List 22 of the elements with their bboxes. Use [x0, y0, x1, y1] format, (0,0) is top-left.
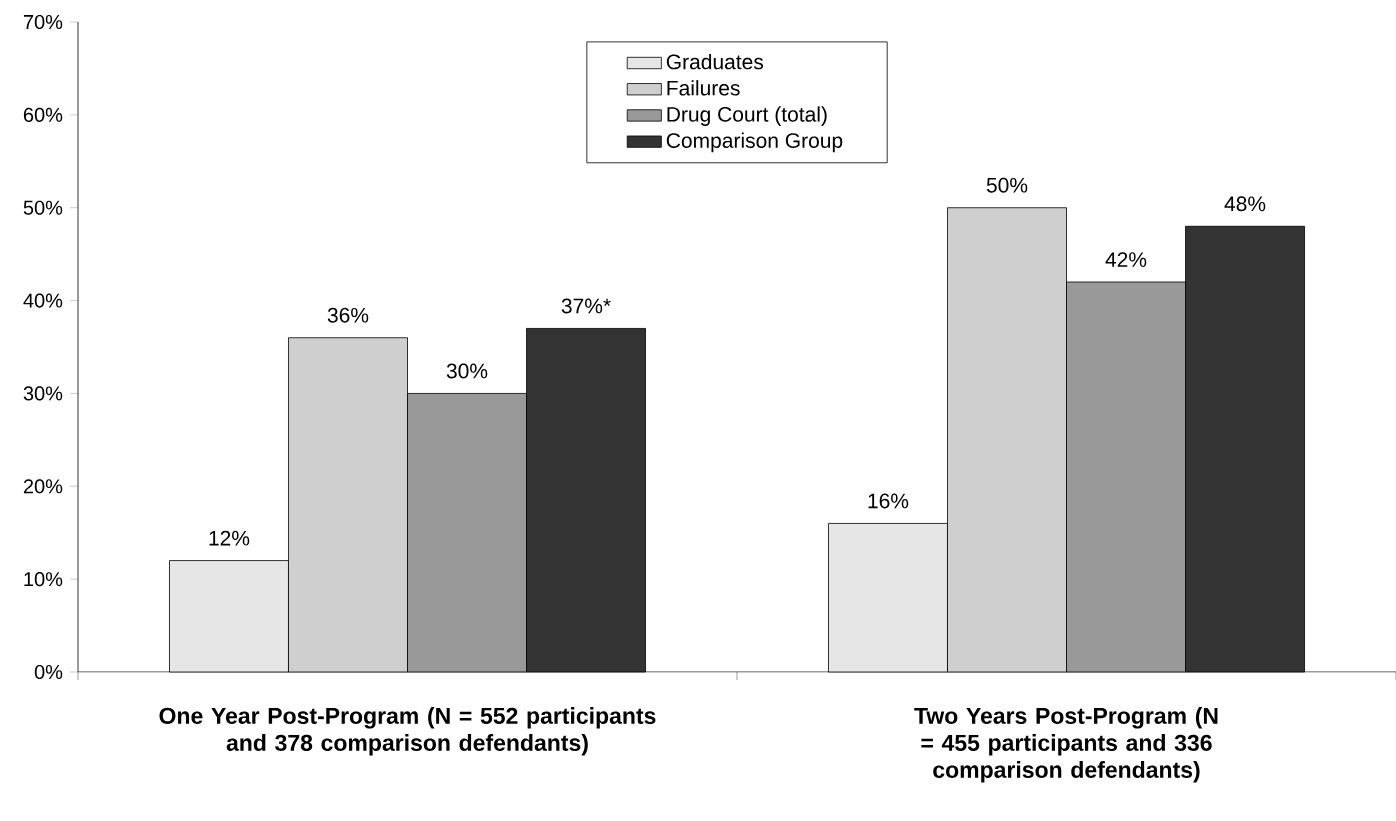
y-tick-label: 40%	[23, 293, 63, 308]
y-tick-label: 70%	[23, 14, 63, 30]
data-label: 36%	[327, 307, 369, 323]
data-label: 16%	[868, 493, 909, 509]
legend-label: Failures	[667, 80, 740, 96]
data-label: 50%	[986, 177, 1028, 193]
y-tick-label: 0%	[34, 664, 63, 680]
data-label: 42%	[1105, 252, 1147, 267]
data-label: 48%	[1224, 196, 1266, 212]
y-tick-label: 60%	[23, 107, 63, 122]
data-label: 30%	[446, 363, 488, 379]
data-label: 37%*	[561, 298, 611, 314]
y-tick-label: 30%	[23, 386, 63, 401]
legend-label: Comparison Group	[666, 132, 843, 153]
y-tick-label: 10%	[24, 572, 63, 587]
x-tick-label: Two Years Post-Program (N = 455 participants and 336 comparison defendants)	[914, 707, 1218, 783]
y-tick-label: 50%	[23, 200, 63, 215]
y-tick-label: 20%	[23, 479, 63, 494]
data-label: 12%	[209, 530, 250, 546]
x-tick-label: One Year Post-Program (N = 552 participants and 378 comparison defendants)	[159, 707, 656, 756]
legend-label: Drug Court (total)	[667, 106, 827, 126]
legend-label: Graduates	[666, 53, 764, 70]
